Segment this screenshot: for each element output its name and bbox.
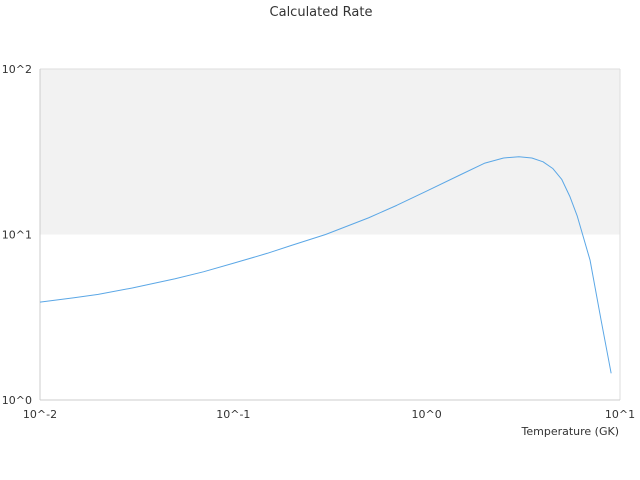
y-tick-label: 10^0	[2, 394, 32, 407]
x-tick-label: 10^-1	[216, 408, 250, 421]
x-tick-label: 10^0	[412, 408, 442, 421]
y-tick-label: 10^1	[2, 229, 32, 242]
series-line	[39, 156, 612, 374]
x-axis-title: Temperature (GK)	[521, 425, 620, 438]
chart-title: Calculated Rate	[270, 5, 373, 20]
shaded-band	[40, 69, 620, 235]
x-tick-label: 10^1	[605, 408, 635, 421]
y-tick-label: 10^2	[2, 63, 32, 76]
x-tick-label: 10^-2	[23, 408, 57, 421]
